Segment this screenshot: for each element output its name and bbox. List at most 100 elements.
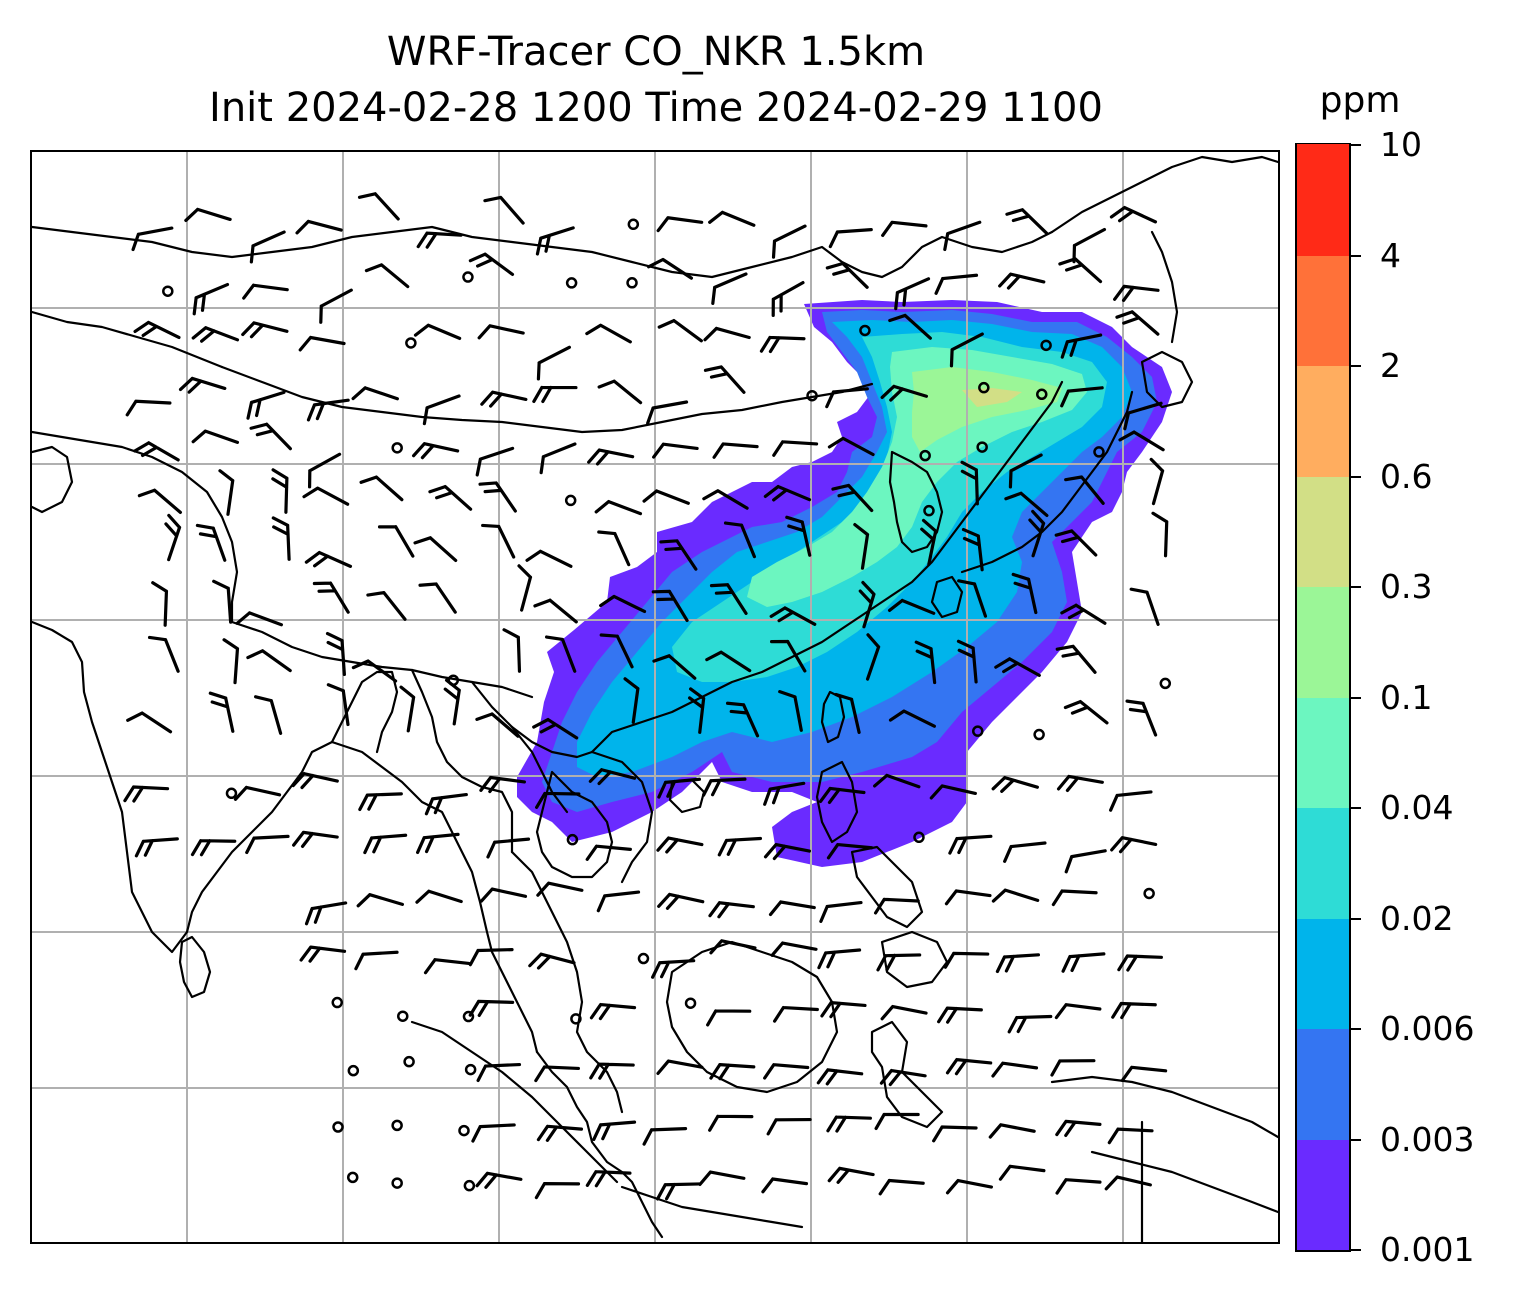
colorbar-segment [1297, 365, 1349, 477]
wind-barb [1117, 954, 1163, 972]
colorbar-tick [1351, 586, 1361, 588]
wind-barb [874, 1112, 920, 1131]
calm-wind-marker [806, 389, 818, 402]
wind-barb [486, 837, 531, 859]
wind-barb [479, 775, 526, 794]
wind-barb [1064, 849, 1107, 874]
wind-barb [623, 677, 640, 724]
wind-barb [998, 272, 1046, 290]
wind-barb [325, 631, 346, 677]
calm-wind-marker [1033, 728, 1045, 741]
wind-barb [657, 892, 705, 910]
calm-wind-marker [976, 441, 988, 453]
wind-barb [1008, 453, 1043, 489]
wind-barb [960, 460, 979, 506]
wind-barb [304, 901, 348, 926]
wind-barb [998, 1164, 1046, 1181]
calm-wind-marker [346, 1171, 359, 1184]
wind-barb [768, 900, 816, 917]
colorbar-segment [1297, 144, 1349, 256]
calm-wind-marker [1143, 887, 1155, 900]
border-china-mongolia [220, 365, 874, 434]
wind-barb [415, 889, 463, 904]
coastline-philippines-visayas [850, 845, 924, 929]
wind-barb [304, 550, 353, 568]
wind-barb [1054, 1003, 1102, 1020]
coastline-north-asia [32, 225, 1054, 279]
coastline-sumatra [410, 1020, 619, 1184]
wind-barb [878, 1178, 925, 1196]
wind-barb [1104, 1175, 1152, 1191]
wind-barb [242, 283, 289, 300]
wind-barb [596, 890, 641, 913]
calm-wind-marker [405, 337, 417, 349]
wind-barb [190, 839, 237, 857]
border-central-asia [32, 310, 224, 369]
wind-barb [858, 580, 876, 629]
wind-barb [761, 1177, 809, 1194]
wind-barb [1109, 790, 1153, 812]
coastline-bangladesh [330, 670, 399, 754]
wind-barb [291, 772, 339, 790]
calm-wind-marker [458, 1124, 470, 1137]
wind-barb [826, 1115, 872, 1133]
wind-barb [212, 579, 233, 624]
wind-barb [525, 549, 573, 568]
colorbar-segment [1297, 586, 1349, 698]
wind-barb [937, 1006, 983, 1024]
wind-barb [711, 272, 748, 305]
wind-barb [354, 950, 399, 971]
wind-barb [944, 889, 992, 906]
wind-barb [249, 422, 292, 451]
wind-barb [994, 657, 1041, 677]
calm-wind-marker [332, 1121, 344, 1133]
wind-barb [876, 953, 922, 972]
calm-wind-marker [347, 1064, 360, 1077]
coastline-sulawesi [870, 1020, 944, 1129]
wind-barb [708, 901, 755, 919]
calm-wind-marker [391, 442, 403, 454]
wind-barb [191, 429, 240, 444]
wind-barb [468, 948, 514, 967]
wind-barb [948, 834, 993, 855]
wind-barb [476, 1062, 522, 1083]
calm-wind-marker [978, 381, 990, 394]
wind-barb [920, 518, 938, 566]
wind-barb [585, 844, 632, 861]
calm-wind-marker [627, 218, 640, 231]
colorbar-tick-label: 0.6 [1380, 456, 1433, 496]
wind-barb [475, 712, 520, 738]
wind-barb [302, 486, 350, 506]
wind-barb [131, 226, 174, 252]
wind-barb [585, 323, 632, 344]
map-canvas [32, 152, 1278, 1242]
wind-barb [825, 387, 869, 409]
wind-barb [475, 1171, 523, 1189]
colorbar-tick-label: 10 [1380, 125, 1422, 164]
colorbar-tick-label: 0.003 [1380, 1119, 1475, 1159]
wind-barb [241, 321, 289, 339]
wind-barb [599, 633, 634, 669]
colorbar-tick [1351, 1028, 1361, 1030]
wind-barb [428, 485, 473, 511]
colorbar-segment [1297, 917, 1349, 1029]
colorbar-tick [1351, 365, 1361, 367]
border-china-india [230, 620, 534, 699]
wind-barb [769, 606, 817, 626]
wind-barb [422, 394, 461, 426]
colorbar [1295, 143, 1351, 1252]
wind-barb [589, 1002, 637, 1021]
wind-barb [773, 1005, 819, 1023]
wind-barb [326, 683, 350, 727]
colorbar-tick [1351, 1138, 1361, 1141]
calm-wind-marker [913, 831, 925, 844]
wind-barb [763, 1063, 810, 1080]
map-title: WRF-Tracer CO_NKR 1.5km [386, 29, 926, 75]
wind-barb [475, 446, 515, 477]
wind-barb [1050, 1059, 1096, 1077]
colorbar-tick-label: 2 [1380, 346, 1401, 385]
coastline-bay-of-bengal-east [330, 740, 539, 1054]
calm-wind-marker [923, 504, 935, 517]
colorbar-tick-label: 0.006 [1380, 1009, 1475, 1048]
wind-barb [249, 230, 286, 264]
